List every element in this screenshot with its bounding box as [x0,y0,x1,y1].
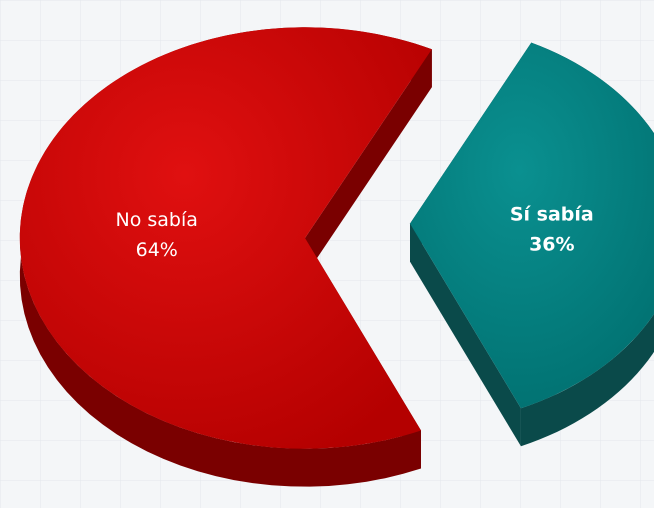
pie-slice-cut-face [409,223,521,447]
slice-name-label: No sabía [116,209,198,231]
pie-slice-no-sabia [19,27,432,487]
slice-value-label: 36% [529,233,574,255]
pie-slice-top [409,42,654,409]
slice-value-label: 64% [136,239,178,261]
pie-slice-si-sabia [409,42,654,447]
pie-slice-cut-face [305,49,432,276]
pie-slice-side [520,42,654,447]
slice-name-label: Sí sabía [510,203,594,225]
pie-slice-top [19,27,432,449]
